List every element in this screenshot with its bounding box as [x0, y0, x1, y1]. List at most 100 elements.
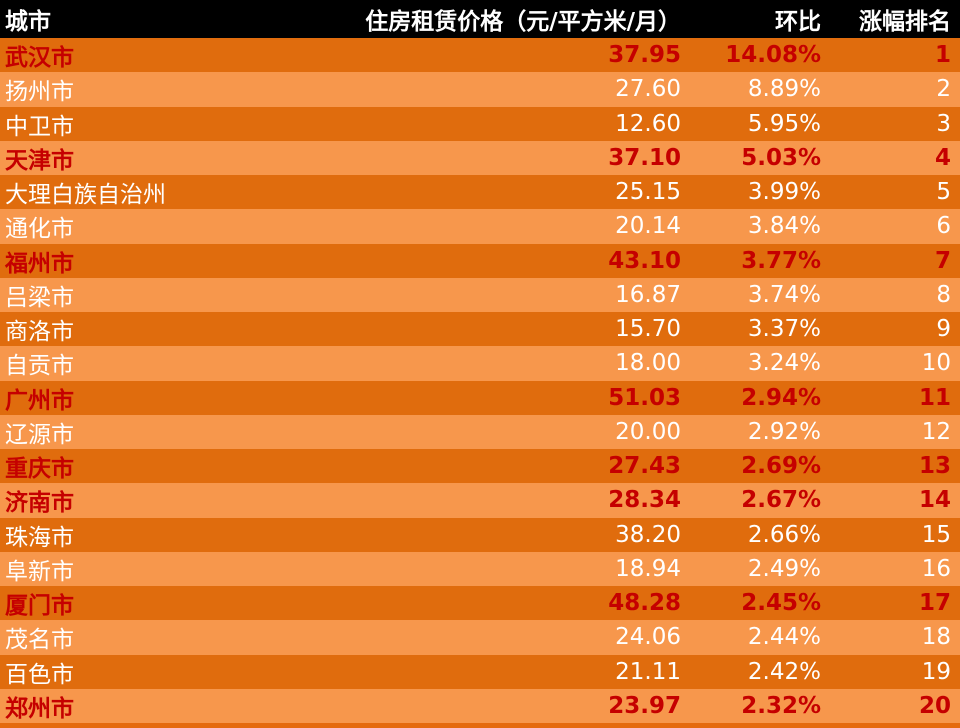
cell-city: 辽源市: [5, 421, 74, 448]
cell-city: 郑州市: [5, 695, 74, 722]
table-row: 郑州市 23.97 2.32% 20: [0, 688, 960, 723]
cell-price: 48.28: [608, 590, 681, 617]
table-row: 商洛市 15.70 3.37% 9: [0, 312, 960, 347]
cell-price: 12.60: [615, 110, 681, 137]
cell-mom: 3.99%: [747, 179, 821, 206]
cell-mom: 2.44%: [747, 624, 821, 651]
cell-price: 24.06: [615, 624, 681, 651]
cell-mom: 2.94%: [741, 384, 821, 411]
cell-city: 自贡市: [5, 353, 74, 380]
header-rank: 涨幅排名: [859, 9, 951, 35]
table-row: 辽源市 20.00 2.92% 12: [0, 414, 960, 449]
cell-price: 27.60: [615, 76, 681, 103]
cell-rank: 16: [921, 555, 951, 582]
cell-city: 茂名市: [5, 627, 74, 654]
cell-rank: 14: [918, 487, 951, 514]
cell-city: 珠海市: [5, 524, 74, 551]
cell-price: 15.70: [615, 316, 681, 343]
cell-mom: 3.74%: [747, 281, 821, 308]
cell-price: 28.34: [608, 487, 681, 514]
cell-mom: 2.69%: [741, 453, 821, 480]
cell-mom: 2.92%: [747, 418, 821, 445]
cell-mom: 2.49%: [747, 555, 821, 582]
cell-price: 20.00: [615, 418, 681, 445]
cell-rank: 2: [936, 76, 951, 103]
cell-city: 通化市: [5, 216, 74, 243]
cell-mom: 3.77%: [741, 247, 821, 274]
cell-rank: 4: [934, 144, 951, 171]
table-body: 武汉市 37.95 14.08% 1 扬州市 27.60 8.89% 2 中卫市 12.60 5.9…: [0, 38, 960, 723]
cell-mom: 3.24%: [747, 350, 821, 377]
cell-rank: 12: [921, 418, 951, 445]
cell-mom: 2.45%: [741, 590, 821, 617]
cell-price: 51.03: [608, 384, 681, 411]
cell-city: 福州市: [5, 250, 74, 277]
cell-city: 中卫市: [5, 113, 74, 140]
cell-rank: 15: [921, 521, 951, 548]
cell-mom: 3.37%: [747, 316, 821, 343]
table-row: 吕梁市 16.87 3.74% 8: [0, 277, 960, 312]
table-row: 济南市 28.34 2.67% 14: [0, 483, 960, 518]
cell-price: 20.14: [615, 213, 681, 240]
cell-mom: 2.66%: [747, 521, 821, 548]
header-row: 城市 住房租赁价格（元/平方米/月） 环比 涨幅排名: [0, 0, 960, 38]
cell-price: 16.87: [615, 281, 681, 308]
cell-price: 23.97: [608, 692, 681, 719]
cell-mom: 3.84%: [747, 213, 821, 240]
cell-city: 广州市: [5, 387, 74, 414]
cell-rank: 19: [921, 658, 951, 685]
cell-rank: 3: [936, 110, 951, 137]
table-row: 扬州市 27.60 8.89% 2: [0, 72, 960, 107]
table-row: 大理白族自治州 25.15 3.99% 5: [0, 175, 960, 210]
cell-price: 37.95: [608, 42, 681, 69]
cell-rank: 9: [936, 316, 951, 343]
cell-rank: 10: [921, 350, 951, 377]
cell-city: 扬州市: [5, 79, 74, 106]
cell-rank: 5: [936, 179, 951, 206]
cell-price: 21.11: [615, 658, 681, 685]
cell-city: 百色市: [5, 661, 74, 688]
cell-mom: 8.89%: [747, 76, 821, 103]
cell-rank: 13: [918, 453, 951, 480]
cell-price: 37.10: [608, 144, 681, 171]
cell-city: 重庆市: [5, 456, 74, 483]
table-row: 阜新市 18.94 2.49% 16: [0, 551, 960, 586]
table-row: 广州市 51.03 2.94% 11: [0, 380, 960, 415]
cell-mom: 5.03%: [741, 144, 821, 171]
table-row: 武汉市 37.95 14.08% 1: [0, 38, 960, 73]
cell-mom: 14.08%: [725, 42, 821, 69]
header-price: 住房租赁价格（元/平方米/月）: [365, 9, 681, 35]
header-mom: 环比: [775, 9, 821, 35]
cell-price: 38.20: [615, 521, 681, 548]
table-row: 福州市 43.10 3.77% 7: [0, 243, 960, 278]
header-city: 城市: [5, 9, 51, 35]
cell-rank: 1: [934, 42, 951, 69]
cell-price: 27.43: [608, 453, 681, 480]
table-row: 中卫市 12.60 5.95% 3: [0, 106, 960, 141]
cell-rank: 18: [921, 624, 951, 651]
cell-city: 武汉市: [5, 45, 74, 72]
cell-price: 18.94: [615, 555, 681, 582]
cell-price: 18.00: [615, 350, 681, 377]
cell-city: 济南市: [5, 490, 74, 517]
cell-price: 43.10: [608, 247, 681, 274]
cell-city: 商洛市: [5, 319, 74, 346]
cell-city: 天津市: [5, 147, 74, 174]
table-row: 茂名市 24.06 2.44% 18: [0, 620, 960, 655]
cell-rank: 8: [936, 281, 951, 308]
table-row: 百色市 21.11 2.42% 19: [0, 654, 960, 689]
cell-rank: 7: [934, 247, 951, 274]
table-row: 厦门市 48.28 2.45% 17: [0, 586, 960, 621]
table-row: 自贡市 18.00 3.24% 10: [0, 346, 960, 381]
cell-rank: 17: [918, 590, 951, 617]
cell-rank: 6: [936, 213, 951, 240]
cell-city: 阜新市: [5, 558, 74, 585]
table-row: 天津市 37.10 5.03% 4: [0, 140, 960, 175]
cell-city: 吕梁市: [5, 284, 74, 311]
cell-mom: 2.32%: [741, 692, 821, 719]
cell-city: 厦门市: [5, 593, 74, 620]
cell-rank: 20: [918, 692, 951, 719]
table-row: 珠海市 38.20 2.66% 15: [0, 517, 960, 552]
cell-rank: 11: [918, 384, 951, 411]
